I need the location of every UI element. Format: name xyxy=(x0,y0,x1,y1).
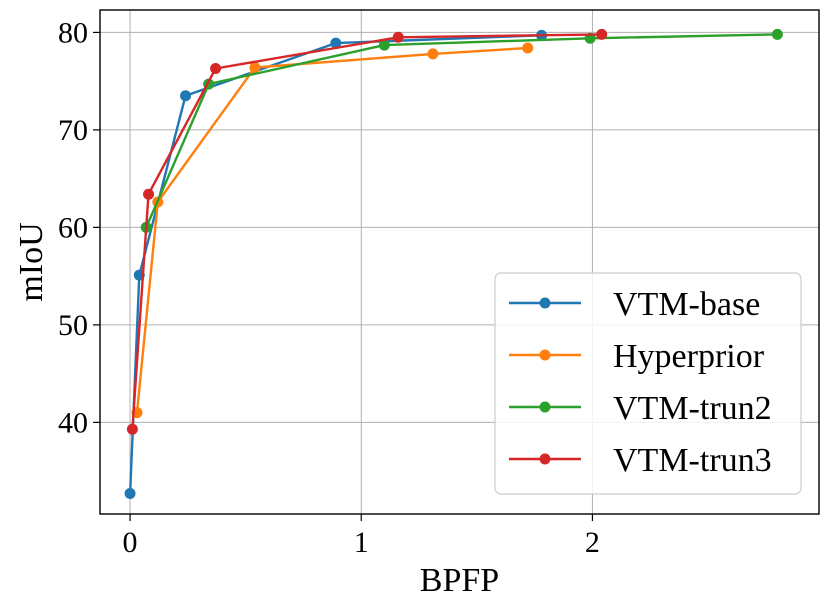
legend-box xyxy=(494,272,802,495)
legend-marker-hyperprior xyxy=(539,349,551,361)
legend-marker-vtm-trun2 xyxy=(539,401,551,413)
x-axis-title: BPFP xyxy=(420,562,499,599)
series-line-vtm-base xyxy=(128,34,542,494)
legend-label-vtm-base: VTM-base xyxy=(613,286,760,323)
y-tick-label: 50 xyxy=(58,309,88,342)
data-point-vtm-base xyxy=(330,37,342,49)
y-tick-label: 40 xyxy=(58,406,88,439)
grid-lines xyxy=(100,10,819,514)
legend-label-vtm-trun3: VTM-trun3 xyxy=(613,442,772,479)
legend-item-vtm-trun2: VTM-trun2 xyxy=(509,390,772,427)
data-point-vtm-trun2 xyxy=(378,39,390,51)
y-tick-label: 70 xyxy=(58,114,88,147)
data-point-hyperprior xyxy=(427,48,439,60)
data-point-vtm-trun3 xyxy=(392,31,404,43)
series-vtm-trun3 xyxy=(126,28,608,435)
data-point-hyperprior xyxy=(522,42,534,54)
legend: VTM-base Hyperprior VTM-trun2 VTM-trun3 xyxy=(494,272,802,495)
axis-ticks: 0 1 2 40 50 60 70 80 xyxy=(58,16,600,559)
series-hyperprior xyxy=(131,42,534,419)
legend-item-hyperprior: Hyperprior xyxy=(509,338,765,375)
data-point-vtm-trun3 xyxy=(210,62,222,74)
legend-item-vtm-trun3: VTM-trun3 xyxy=(509,442,772,479)
series-line-hyperprior xyxy=(135,46,528,413)
y-axis-title: mIoU xyxy=(13,222,50,301)
series-layer xyxy=(124,28,783,500)
series-vtm-base xyxy=(124,29,548,500)
x-tick-label: 1 xyxy=(354,526,369,559)
data-point-vtm-base xyxy=(124,488,136,500)
legend-item-vtm-base: VTM-base xyxy=(509,286,760,323)
data-point-vtm-base xyxy=(180,90,192,102)
legend-label-vtm-trun2: VTM-trun2 xyxy=(613,390,772,427)
y-tick-label: 80 xyxy=(58,16,88,49)
x-tick-label: 0 xyxy=(123,526,138,559)
plot-frame xyxy=(99,9,820,515)
data-point-vtm-trun3 xyxy=(143,188,155,200)
data-point-hyperprior xyxy=(249,62,261,74)
legend-marker-vtm-base xyxy=(539,297,551,309)
data-point-vtm-trun3 xyxy=(596,28,608,40)
data-point-vtm-trun2 xyxy=(771,28,783,40)
x-tick-label: 2 xyxy=(585,526,600,559)
legend-label-hyperprior: Hyperprior xyxy=(613,338,765,375)
y-tick-label: 60 xyxy=(58,211,88,244)
series-vtm-trun2 xyxy=(140,28,783,233)
data-point-vtm-trun3 xyxy=(126,423,138,435)
legend-marker-vtm-trun3 xyxy=(539,453,551,465)
